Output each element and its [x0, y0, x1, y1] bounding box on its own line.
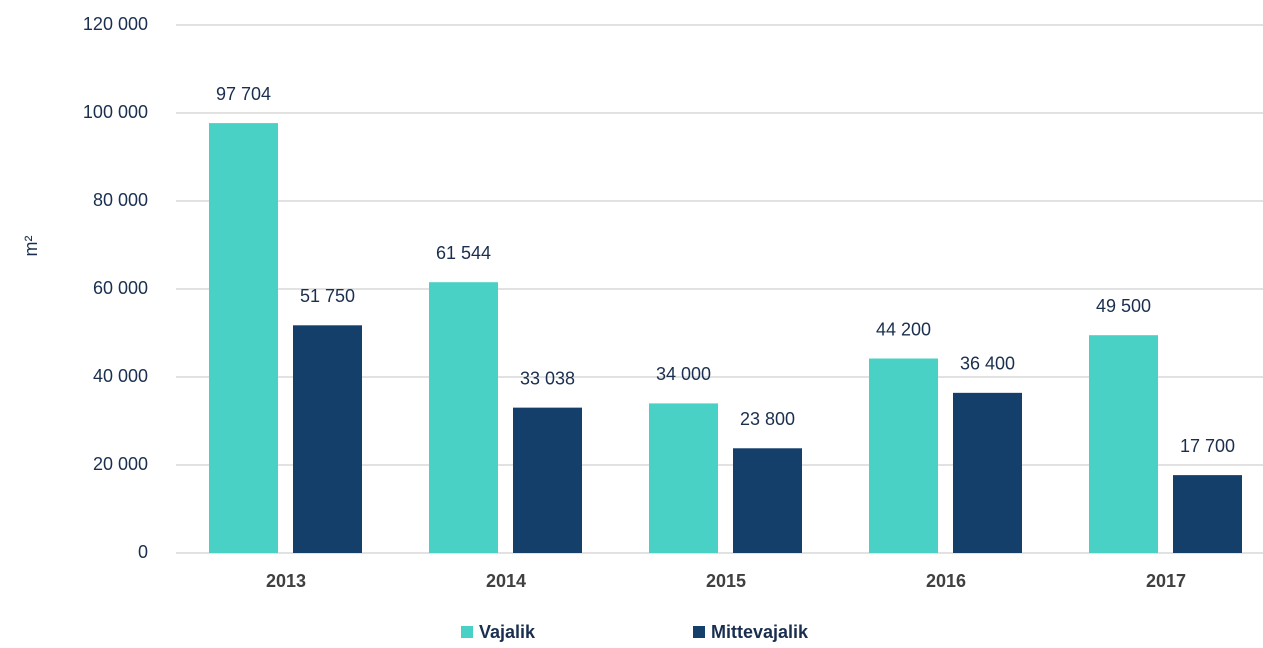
value-label: 49 500	[1096, 296, 1151, 316]
x-tick-label: 2017	[1146, 571, 1186, 591]
value-label: 33 038	[520, 368, 575, 388]
value-label: 36 400	[960, 354, 1015, 374]
value-label: 17 700	[1180, 436, 1235, 456]
value-label: 34 000	[656, 364, 711, 384]
y-axis-label: m²	[21, 236, 41, 257]
bar	[513, 407, 582, 553]
bar	[649, 403, 718, 553]
legend-label: Mittevajalik	[711, 622, 809, 642]
bar	[953, 392, 1022, 553]
value-label: 51 750	[300, 286, 355, 306]
bar	[209, 123, 278, 553]
y-tick-label: 80 000	[93, 190, 148, 210]
bar	[733, 448, 802, 553]
y-tick-label: 40 000	[93, 366, 148, 386]
value-label: 23 800	[740, 409, 795, 429]
bar	[869, 358, 938, 553]
value-label: 44 200	[876, 319, 931, 339]
x-tick-label: 2016	[926, 571, 966, 591]
bar	[429, 282, 498, 553]
y-tick-label: 20 000	[93, 454, 148, 474]
legend-swatch	[461, 626, 473, 638]
bar	[1173, 475, 1242, 553]
legend-label: Vajalik	[479, 622, 536, 642]
bar	[293, 325, 362, 553]
x-tick-label: 2015	[706, 571, 746, 591]
y-tick-label: 60 000	[93, 278, 148, 298]
x-tick-label: 2013	[266, 571, 306, 591]
bar	[1089, 335, 1158, 553]
y-tick-label: 100 000	[83, 102, 148, 122]
value-label: 97 704	[216, 84, 271, 104]
legend-swatch	[693, 626, 705, 638]
y-tick-label: 120 000	[83, 14, 148, 34]
value-label: 61 544	[436, 243, 491, 263]
x-tick-label: 2014	[486, 571, 526, 591]
y-tick-label: 0	[138, 542, 148, 562]
